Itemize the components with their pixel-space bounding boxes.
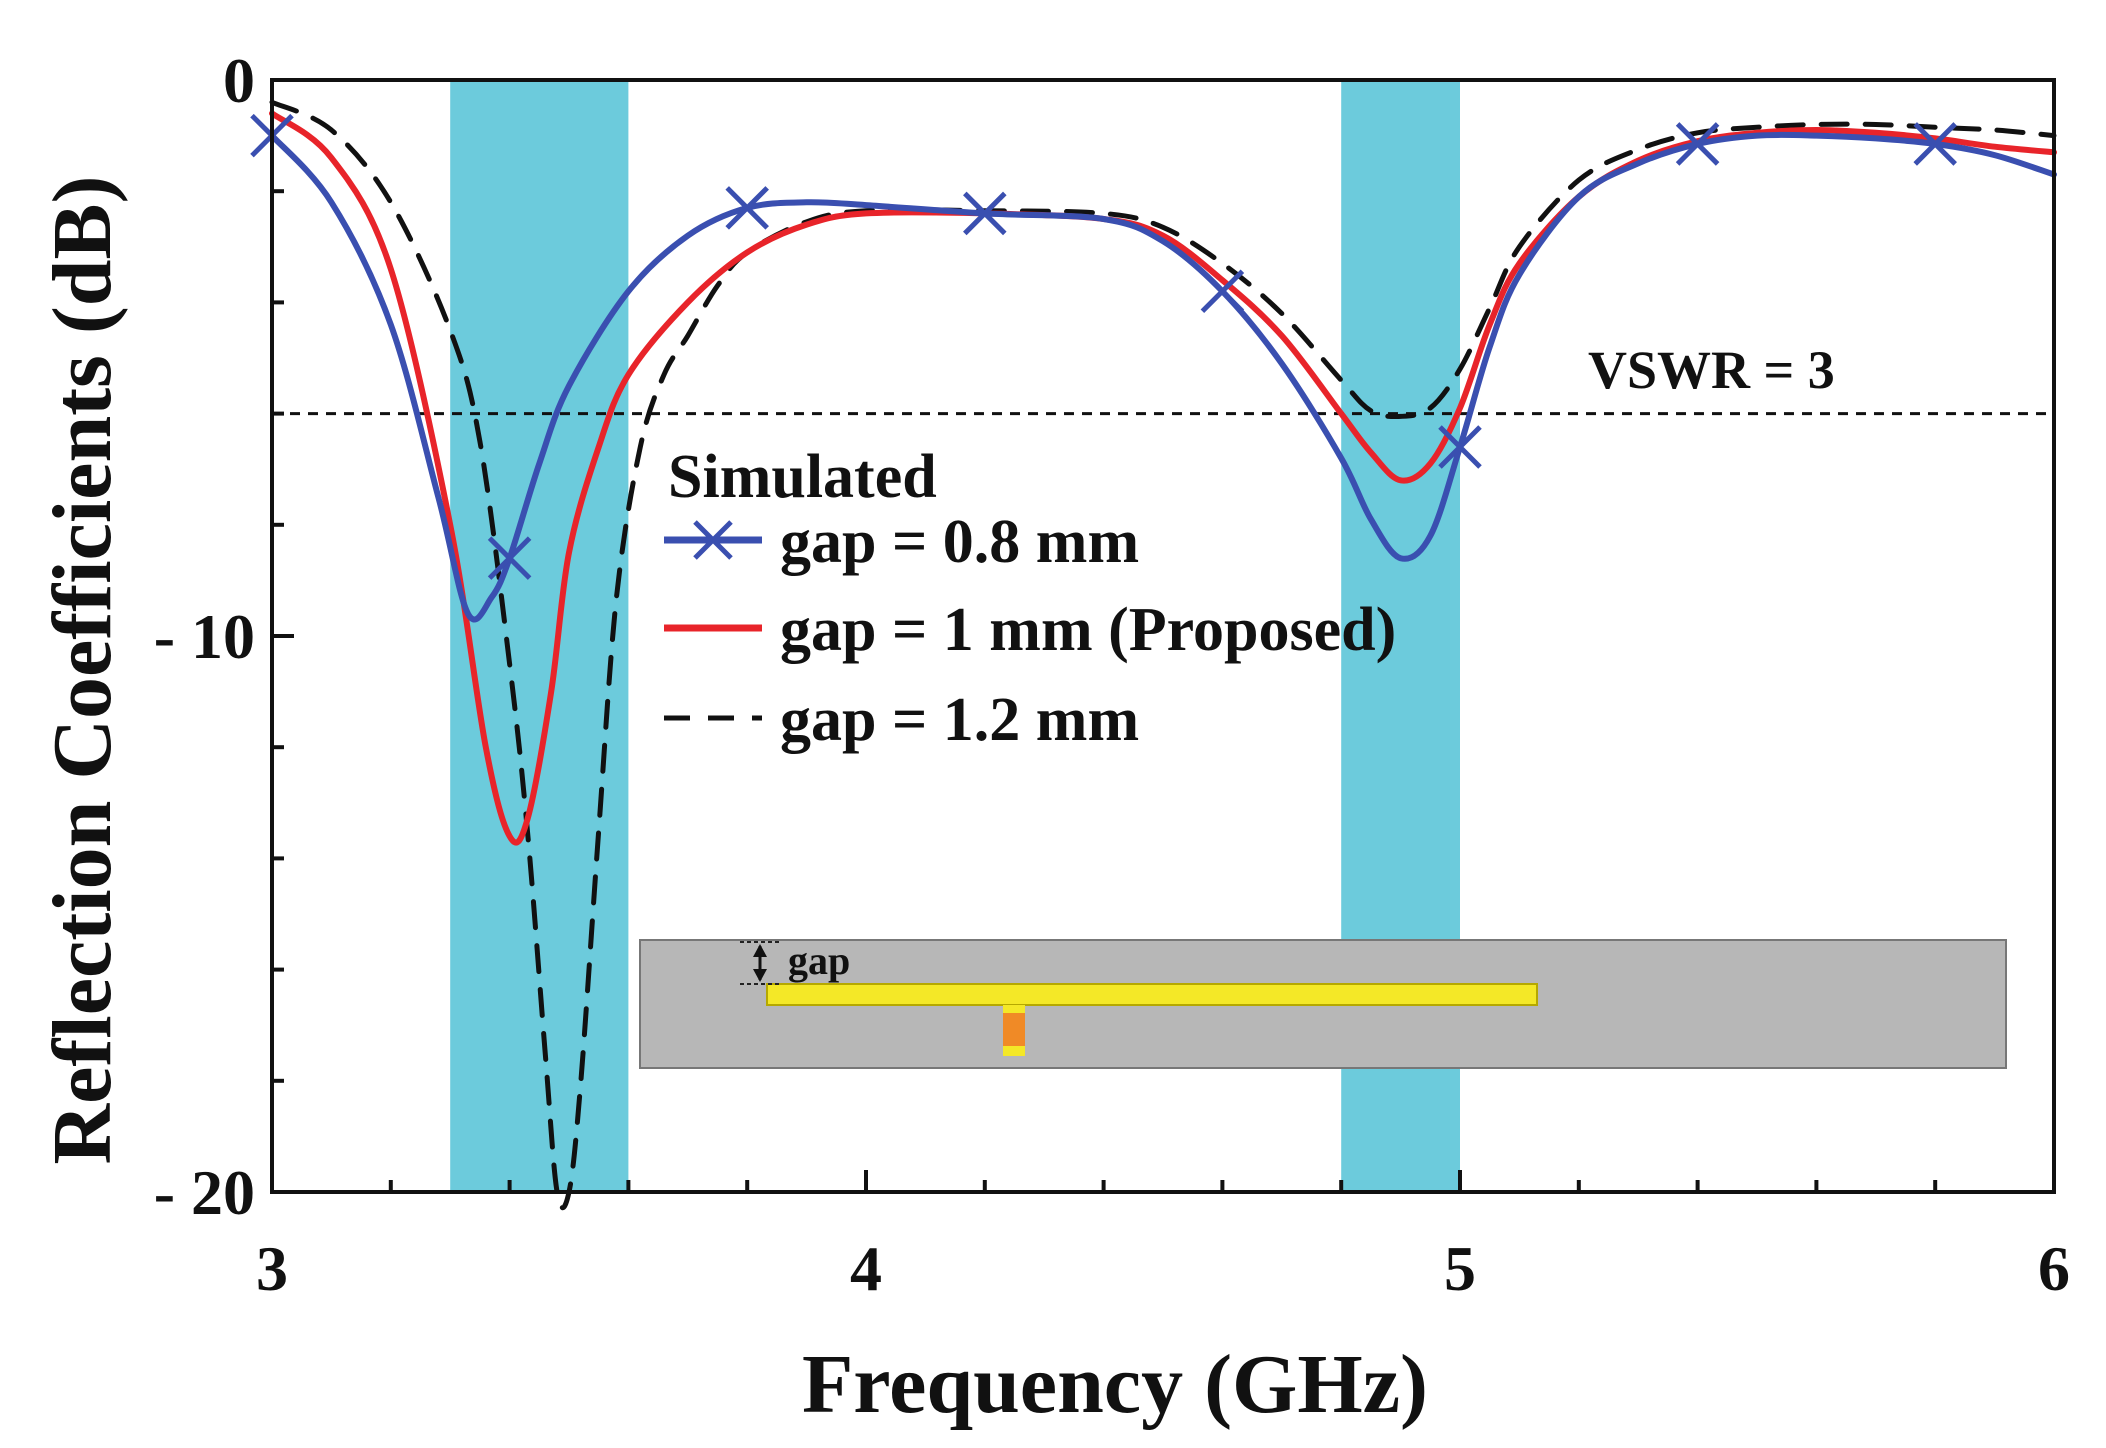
x-tick-label-5: 5 <box>1444 1233 1476 1304</box>
marker-stroke-b <box>1913 122 1957 166</box>
marker-stroke-b <box>963 191 1007 236</box>
series-1-marker-5 <box>1200 269 1245 314</box>
tick-labels: 3 4 5 6 0 - 10 - 20 <box>154 45 2070 1304</box>
shaded-band-1 <box>450 80 629 1192</box>
legend-label-1: gap = 0.8 mm <box>780 508 1139 576</box>
series-curves <box>269 99 2057 1211</box>
x-axis-title: Frequency (GHz) <box>802 1338 1428 1431</box>
marker-stroke-b <box>1200 269 1245 314</box>
marker-stroke-b <box>487 536 532 580</box>
series-1-marker-3 <box>725 186 769 230</box>
antenna-inset: gap <box>639 938 2007 1069</box>
marker-stroke-b <box>1675 122 1720 166</box>
legend: Simulated gap = 0.8 mm gap = 1 mm (Propos… <box>664 443 1396 754</box>
series-1-marker-8 <box>1913 122 1957 166</box>
y-tick-label-1: 0 <box>223 45 255 116</box>
series-1-marker-7 <box>1675 122 1720 166</box>
y-tick-label-3: - 20 <box>154 1157 255 1228</box>
series-1-marker-6 <box>1438 425 1482 469</box>
y-tick-label-2: - 10 <box>154 601 255 672</box>
inset-feed-bottom <box>1003 1046 1025 1056</box>
legend-label-3: gap = 1.2 mm <box>780 686 1139 754</box>
x-tick-label-6: 6 <box>2038 1233 2070 1304</box>
legend-marker-b <box>693 520 733 560</box>
vswr-label: VSWR = 3 <box>1588 340 1835 400</box>
series-1-marker-4 <box>963 191 1007 236</box>
inset-feed-port <box>1003 1013 1025 1046</box>
inset-arrow-up-icon <box>753 944 767 957</box>
x-tick-label-4: 4 <box>850 1233 882 1304</box>
inset-feed-line <box>1003 1005 1025 1013</box>
legend-label-2: gap = 1 mm (Proposed) <box>780 596 1396 664</box>
inset-strip <box>766 983 1538 1006</box>
marker-stroke-b <box>1438 425 1482 469</box>
shaded-bands <box>450 80 1460 1192</box>
marker-stroke-b <box>725 186 769 230</box>
series-1-marker-2 <box>487 536 532 580</box>
inset-gap-label: gap <box>788 938 850 983</box>
series-line-1 <box>269 131 2057 623</box>
y-axis-title: Reflection Coefficients (dB) <box>36 175 129 1164</box>
inset-arrow-down-icon <box>753 969 767 982</box>
legend-title: Simulated <box>668 443 937 511</box>
x-tick-label-3: 3 <box>256 1233 288 1304</box>
series-line-3 <box>269 99 2057 1211</box>
axis-ticks <box>270 78 2056 1194</box>
